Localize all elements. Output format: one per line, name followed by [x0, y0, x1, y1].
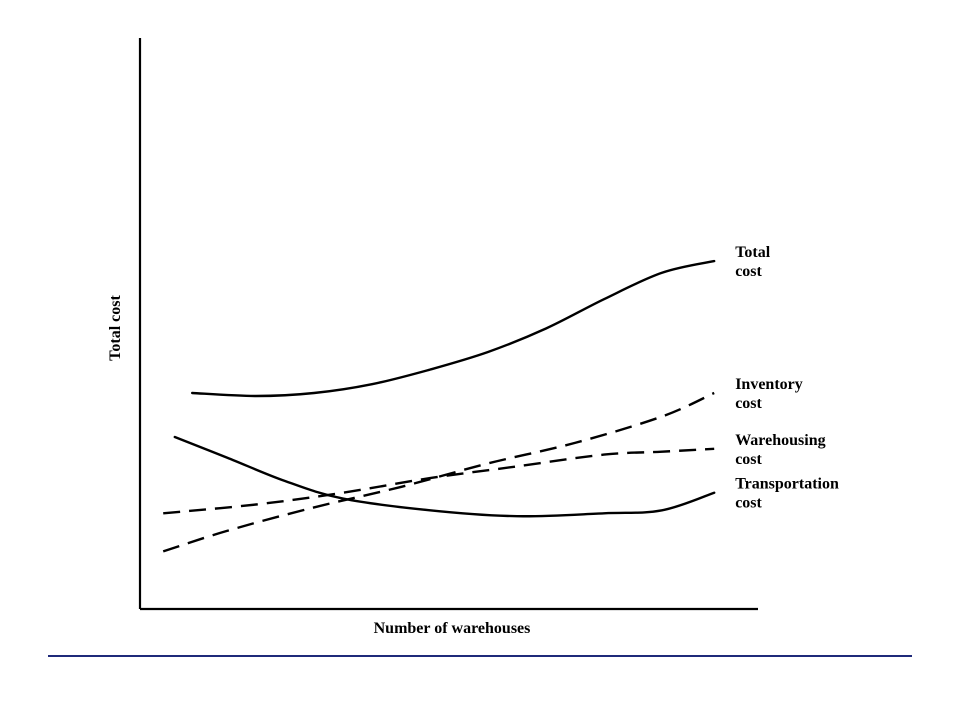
inventory-cost-label: Inventory cost: [735, 376, 803, 412]
warehousing-cost-label-line: cost: [735, 451, 762, 468]
inventory-cost-label-line: cost: [735, 395, 762, 412]
inventory-cost-line: [162, 391, 715, 553]
total-cost-label-line: Total: [735, 244, 771, 261]
x-axis-title: Number of warehouses: [374, 620, 531, 637]
transportation-cost-label-line: cost: [735, 495, 762, 512]
y-axis-title: Total cost: [107, 295, 124, 361]
transportation-cost-label: Transportation cost: [735, 476, 839, 512]
warehousing-cost-label-line: Warehousing: [735, 432, 825, 449]
warehousing-cost-label: Warehousing cost: [735, 432, 825, 468]
footer-divider: [48, 655, 912, 657]
axes: [138, 38, 758, 611]
total-cost-line: [191, 259, 716, 398]
series-layer: [162, 259, 716, 553]
inventory-cost-label-line: Inventory: [735, 376, 803, 393]
transportation-cost-label-line: Transportation: [735, 476, 839, 493]
total-cost-label-line: cost: [735, 263, 762, 280]
warehousing-cost-line: [163, 447, 715, 515]
transportation-cost-line: [173, 435, 716, 518]
total-cost-label: Total cost: [735, 244, 771, 280]
